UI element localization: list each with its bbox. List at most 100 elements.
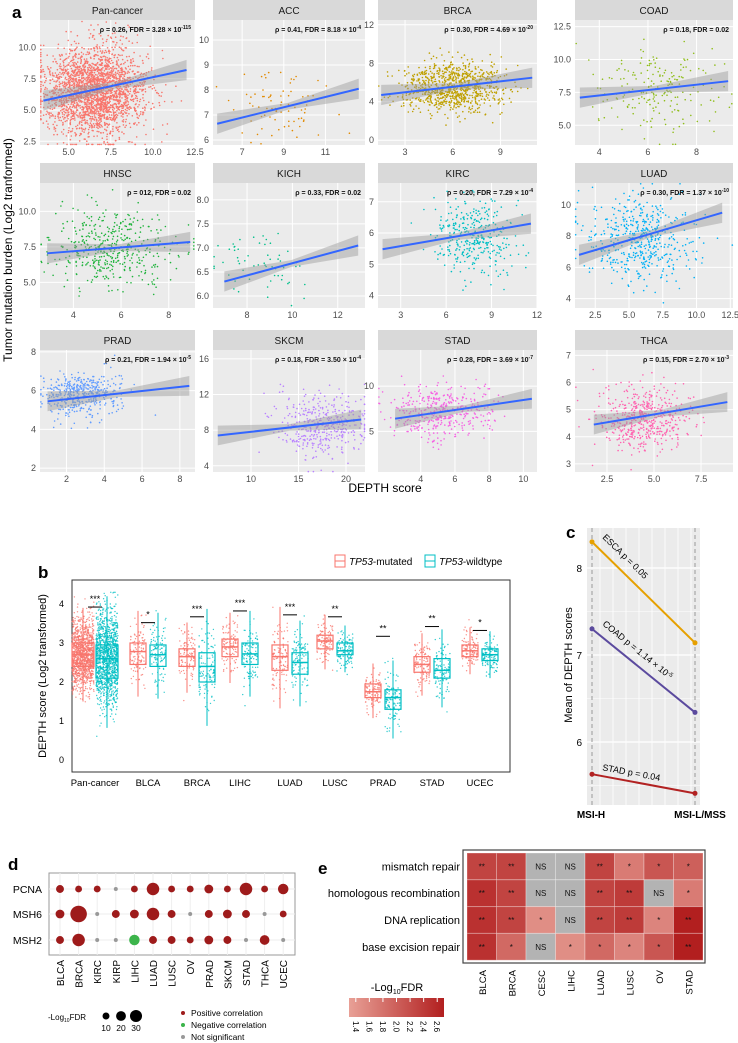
data-point bbox=[97, 110, 100, 113]
data-point bbox=[178, 256, 180, 258]
data-point bbox=[106, 133, 109, 135]
data-point bbox=[317, 79, 319, 82]
data-point bbox=[75, 107, 78, 109]
data-point bbox=[73, 82, 76, 84]
data-point bbox=[213, 265, 215, 268]
data-point bbox=[653, 94, 655, 96]
data-point bbox=[468, 97, 470, 99]
data-point bbox=[97, 263, 100, 265]
data-point bbox=[111, 189, 114, 191]
data-point bbox=[433, 104, 436, 107]
data-point bbox=[459, 261, 462, 264]
data-point bbox=[634, 107, 636, 109]
data-point bbox=[429, 65, 431, 68]
data-point bbox=[54, 102, 56, 105]
data-point bbox=[152, 84, 154, 87]
data-point bbox=[89, 72, 92, 74]
data-point bbox=[111, 289, 113, 292]
data-point bbox=[136, 116, 139, 119]
data-point bbox=[49, 79, 52, 82]
annotation-exponent: -20 bbox=[526, 25, 533, 31]
data-point bbox=[472, 92, 474, 94]
data-point bbox=[469, 94, 471, 97]
data-point bbox=[682, 122, 685, 125]
data-point bbox=[177, 254, 180, 257]
data-point bbox=[67, 259, 69, 262]
data-point bbox=[463, 101, 465, 103]
data-point bbox=[435, 57, 438, 59]
data-point bbox=[62, 104, 64, 107]
data-point bbox=[127, 94, 129, 96]
data-point bbox=[447, 79, 450, 81]
data-point bbox=[280, 95, 282, 97]
data-point bbox=[491, 91, 494, 94]
data-point bbox=[47, 143, 49, 146]
data-point bbox=[465, 91, 467, 93]
data-point bbox=[139, 55, 141, 57]
data-point bbox=[131, 141, 133, 143]
data-point bbox=[428, 104, 431, 106]
data-point bbox=[118, 125, 121, 128]
data-point bbox=[656, 226, 658, 228]
data-point bbox=[465, 253, 468, 256]
data-point bbox=[86, 105, 88, 108]
data-point bbox=[501, 98, 504, 101]
data-point bbox=[142, 113, 144, 116]
data-point bbox=[142, 88, 145, 91]
facet-strip bbox=[40, 0, 195, 20]
data-point bbox=[277, 232, 279, 235]
data-point bbox=[474, 218, 476, 221]
data-point bbox=[437, 94, 440, 96]
data-point bbox=[94, 267, 96, 270]
data-point bbox=[591, 267, 594, 270]
data-point bbox=[124, 61, 126, 64]
data-point bbox=[87, 81, 89, 84]
data-point bbox=[487, 215, 490, 217]
data-point bbox=[58, 77, 61, 80]
data-point bbox=[108, 60, 111, 63]
data-point bbox=[87, 101, 89, 104]
data-point bbox=[74, 66, 77, 68]
data-point bbox=[97, 114, 100, 116]
data-point bbox=[103, 55, 105, 57]
data-point bbox=[475, 212, 478, 214]
data-point bbox=[147, 53, 149, 55]
data-point bbox=[122, 91, 125, 94]
data-point bbox=[632, 220, 634, 222]
data-point bbox=[106, 226, 109, 228]
data-point bbox=[95, 79, 98, 82]
data-point bbox=[465, 213, 468, 215]
data-point bbox=[70, 112, 73, 114]
data-point bbox=[659, 74, 661, 76]
data-point bbox=[111, 94, 114, 96]
data-point bbox=[99, 108, 102, 110]
data-point bbox=[648, 273, 651, 276]
data-point bbox=[673, 109, 676, 111]
data-point bbox=[574, 257, 577, 260]
correlation-annotation: ρ = 0.41, FDR = 8.18 × 10-4 bbox=[275, 25, 361, 34]
data-point bbox=[486, 97, 489, 99]
data-point bbox=[643, 222, 646, 224]
data-point bbox=[98, 130, 100, 133]
data-point bbox=[597, 118, 600, 120]
data-point bbox=[474, 73, 476, 75]
data-point bbox=[89, 83, 92, 85]
data-point bbox=[108, 99, 111, 101]
data-point bbox=[465, 241, 467, 243]
data-point bbox=[157, 255, 160, 258]
data-point bbox=[655, 57, 658, 59]
data-point bbox=[144, 143, 146, 146]
data-point bbox=[40, 75, 42, 77]
data-point bbox=[114, 36, 117, 38]
data-point bbox=[115, 44, 117, 46]
data-point bbox=[471, 107, 473, 110]
data-point bbox=[96, 275, 99, 278]
data-point bbox=[86, 83, 88, 85]
data-point bbox=[52, 75, 54, 77]
data-point bbox=[85, 264, 87, 266]
data-point bbox=[63, 66, 65, 68]
data-point bbox=[686, 238, 688, 240]
data-point bbox=[145, 253, 147, 256]
data-point bbox=[97, 54, 99, 57]
data-point bbox=[103, 215, 106, 218]
